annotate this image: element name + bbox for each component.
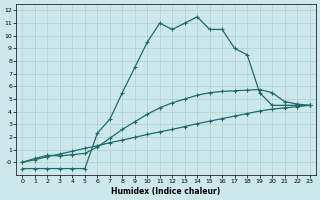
X-axis label: Humidex (Indice chaleur): Humidex (Indice chaleur) [111,187,221,196]
